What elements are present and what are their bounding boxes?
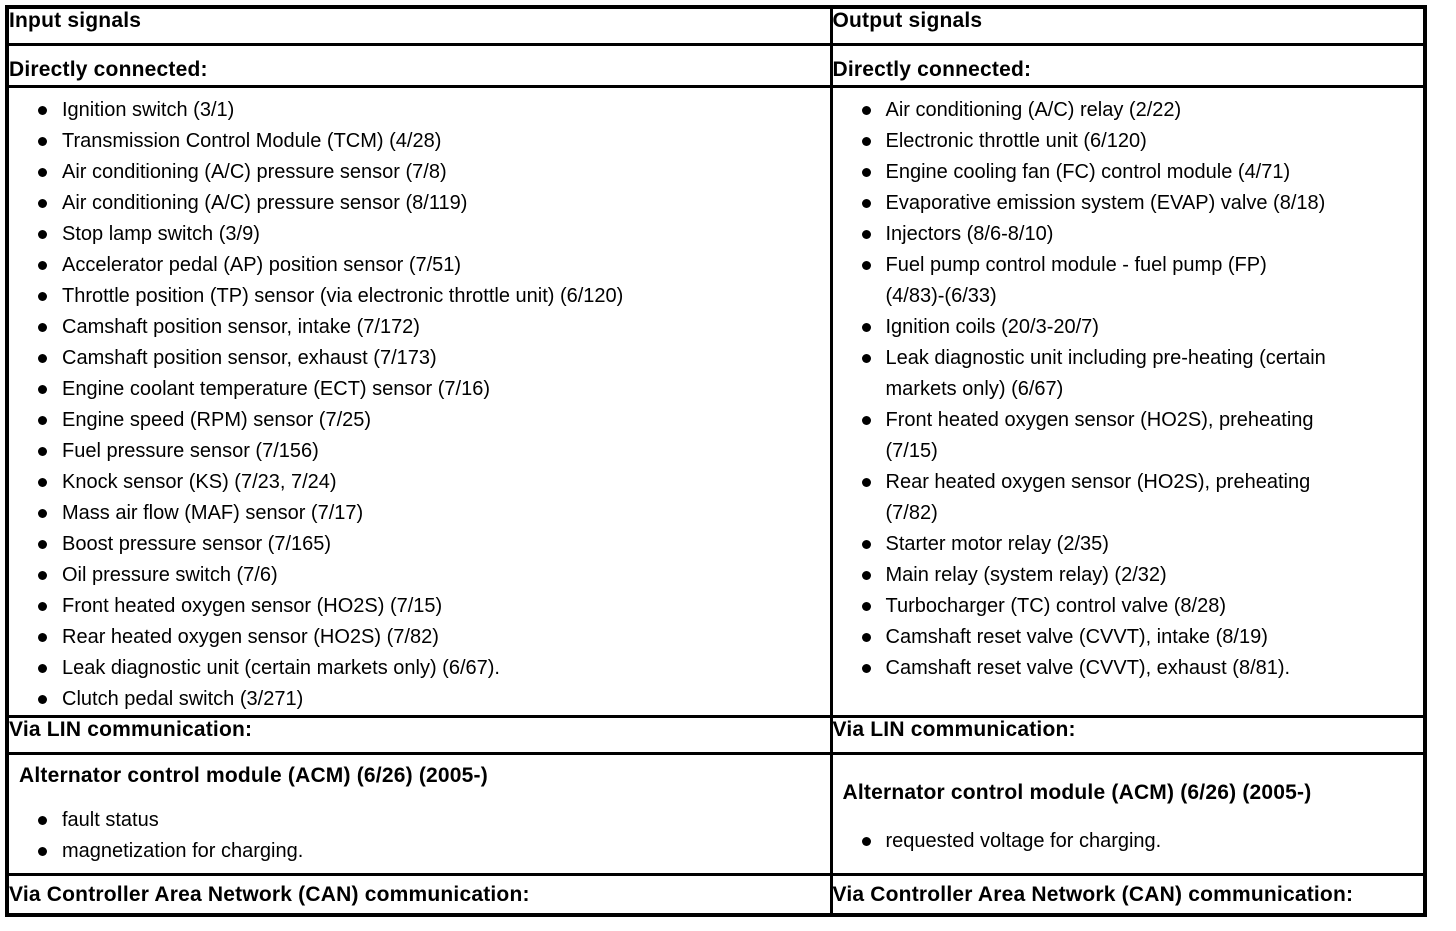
output-acm-heading: Alternator control module (ACM) (6/26) (… [842,780,1312,804]
list-item: Evaporative emission system (EVAP) valve… [861,188,1418,219]
list-item: Oil pressure switch (7/6) [38,560,824,591]
output-via-can-label: Via Controller Area Network (CAN) commun… [829,872,1427,917]
input-acm-list: fault status magnetization for charging. [10,805,828,867]
list-item: Turbocharger (TC) control valve (8/28) [861,591,1418,622]
list-item: Air conditioning (A/C) relay (2/22) [861,95,1418,126]
input-via-can-label: Via Controller Area Network (CAN) commun… [5,872,833,917]
list-item: Air conditioning (A/C) pressure sensor (… [38,157,824,188]
list-item: Air conditioning (A/C) pressure sensor (… [38,188,824,219]
input-acm-heading: Alternator control module (ACM) (6/26) (… [19,763,488,787]
list-item: Engine coolant temperature (ECT) sensor … [38,374,824,405]
list-item: Clutch pedal switch (3/271) [38,684,824,714]
input-directly-connected-label: Directly connected: [5,42,833,88]
list-item: Stop lamp switch (3/9) [38,219,824,250]
list-item: Rear heated oxygen sensor (HO2S), prehea… [861,467,1418,529]
list-item: magnetization for charging. [38,836,824,867]
output-signals-header: Output signals [829,5,1427,46]
list-item: Electronic throttle unit (6/120) [861,126,1418,157]
list-item: Camshaft position sensor, exhaust (7/173… [38,343,824,374]
list-item: Front heated oxygen sensor (HO2S) (7/15) [38,591,824,622]
output-directly-connected-list: Air conditioning (A/C) relay (2/22) Elect… [834,95,1422,684]
list-item: Engine cooling fan (FC) control module (… [861,157,1418,188]
input-signals-header: Input signals [5,5,833,46]
signals-table: Input signals Output signals Directly co… [5,5,1427,917]
output-directly-connected-label: Directly connected: [829,42,1427,88]
output-directly-connected-cell: Air conditioning (A/C) relay (2/22) Elect… [829,84,1427,718]
list-item: fault status [38,805,824,836]
input-directly-connected-cell: Ignition switch (3/1) Transmission Contro… [5,84,833,718]
list-item: Camshaft reset valve (CVVT), intake (8/1… [861,622,1418,653]
acm-row: Alternator control module (ACM) (6/26) (… [5,751,1427,876]
output-via-lin-label: Via LIN communication: [829,714,1427,755]
input-acm-cell: Alternator control module (ACM) (6/26) (… [5,751,833,876]
header-row: Input signals Output signals [5,5,1427,46]
list-item: Engine speed (RPM) sensor (7/25) [38,405,824,436]
list-item: Fuel pressure sensor (7/156) [38,436,824,467]
directly-connected-row: Directly connected: Directly connected: [5,42,1427,88]
list-item: Front heated oxygen sensor (HO2S), prehe… [861,405,1418,467]
input-via-lin-label: Via LIN communication: [5,714,833,755]
list-item: Knock sensor (KS) (7/23, 7/24) [38,467,824,498]
list-item: Boost pressure sensor (7/165) [38,529,824,560]
via-lin-row: Via LIN communication: Via LIN communica… [5,714,1427,755]
list-item: Leak diagnostic unit (certain markets on… [38,653,824,684]
list-item: Ignition coils (20/3-20/7) [861,312,1418,343]
via-can-row: Via Controller Area Network (CAN) commun… [5,872,1427,917]
list-item: Ignition switch (3/1) [38,95,824,126]
output-acm-cell: Alternator control module (ACM) (6/26) (… [829,751,1427,876]
list-item: Injectors (8/6-8/10) [861,219,1418,250]
list-item: Leak diagnostic unit including pre-heati… [861,343,1418,405]
directly-connected-lists-row: Ignition switch (3/1) Transmission Contro… [5,84,1427,718]
list-item: requested voltage for charging. [861,826,1418,857]
list-item: Throttle position (TP) sensor (via elect… [38,281,824,312]
list-item: Transmission Control Module (TCM) (4/28) [38,126,824,157]
list-item: Mass air flow (MAF) sensor (7/17) [38,498,824,529]
list-item: Main relay (system relay) (2/32) [861,560,1418,591]
list-item: Rear heated oxygen sensor (HO2S) (7/82) [38,622,824,653]
list-item: Starter motor relay (2/35) [861,529,1418,560]
list-item: Camshaft reset valve (CVVT), exhaust (8/… [861,653,1418,684]
output-acm-list: requested voltage for charging. [834,826,1422,857]
input-directly-connected-list: Ignition switch (3/1) Transmission Contro… [10,95,828,714]
list-item: Accelerator pedal (AP) position sensor (… [38,250,824,281]
list-item: Camshaft position sensor, intake (7/172) [38,312,824,343]
list-item: Fuel pump control module - fuel pump (FP… [861,250,1418,312]
